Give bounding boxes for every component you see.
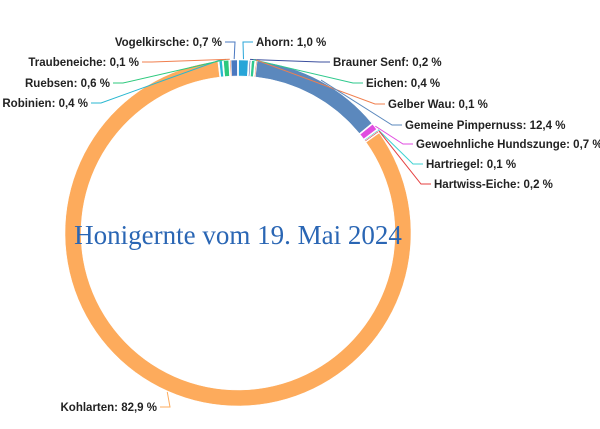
- leader-gewoehnliche-hundszunge: [375, 125, 413, 145]
- slice-labels: Ahorn: 1,0 % Brauner Senf: 0,2 % Eichen: 0…: [2, 37, 600, 414]
- slice-eichen[interactable]: [250, 60, 255, 78]
- label-eichen: Eichen: 0,4 %: [366, 78, 440, 90]
- leader-robinien: [91, 59, 221, 104]
- label-robinien: Robinien: 0,4 %: [2, 98, 88, 110]
- leader-traubeneiche: [142, 58, 230, 63]
- donut-slices: [64, 59, 412, 407]
- label-ahorn: Ahorn: 1,0 %: [256, 37, 326, 49]
- slice-ahorn[interactable]: [238, 59, 249, 77]
- label-ruebsen: Ruebsen: 0,6 %: [25, 78, 110, 90]
- label-brauner-senf: Brauner Senf: 0,2 %: [333, 57, 442, 69]
- slice-robinien[interactable]: [218, 60, 224, 78]
- slice-gemeine-pimpernuss[interactable]: [255, 60, 373, 134]
- leader-gemeine-pimpernuss: [320, 79, 402, 126]
- leader-hartwiss-eiche: [378, 130, 431, 185]
- leader-brauner-senf: [250, 58, 330, 63]
- slice-vogelkirsche[interactable]: [230, 59, 238, 77]
- label-kohlarten: Kohlarten: 82,9 %: [61, 402, 158, 414]
- label-gelber-wau: Gelber Wau: 0,1 %: [388, 99, 488, 111]
- label-hartwiss-eiche: Hartwiss-Eiche: 0,2 %: [434, 179, 553, 191]
- leader-kohlarten: [160, 391, 171, 408]
- leader-gelber-wau: [255, 59, 385, 105]
- label-gemeine-pimpernuss: Gemeine Pimpernuss: 12,4 %: [405, 120, 565, 132]
- leader-lines: [91, 41, 431, 408]
- label-vogelkirsche: Vogelkirsche: 0,7 %: [115, 37, 222, 49]
- leader-hartriegel: [377, 129, 423, 165]
- slice-hartwiss-eiche[interactable]: [364, 130, 379, 142]
- label-hartriegel: Hartriegel: 0,1 %: [426, 159, 516, 171]
- slice-ruebsen[interactable]: [223, 59, 230, 77]
- label-traubeneiche: Traubeneiche: 0,1 %: [28, 57, 139, 69]
- leader-ahorn: [242, 41, 253, 60]
- slice-brauner-senf[interactable]: [248, 60, 251, 77]
- leader-vogelkirsche: [225, 41, 236, 60]
- slice-gewoehnliche-hundszunge[interactable]: [359, 123, 377, 140]
- label-gewoehnliche-hundszunge: Gewoehnliche Hundszunge: 0,7 %: [416, 139, 600, 151]
- leader-eichen: [253, 59, 363, 84]
- leader-ruebsen: [113, 58, 227, 84]
- chart-title: Honigernte vom 19. Mai 2024: [74, 220, 402, 250]
